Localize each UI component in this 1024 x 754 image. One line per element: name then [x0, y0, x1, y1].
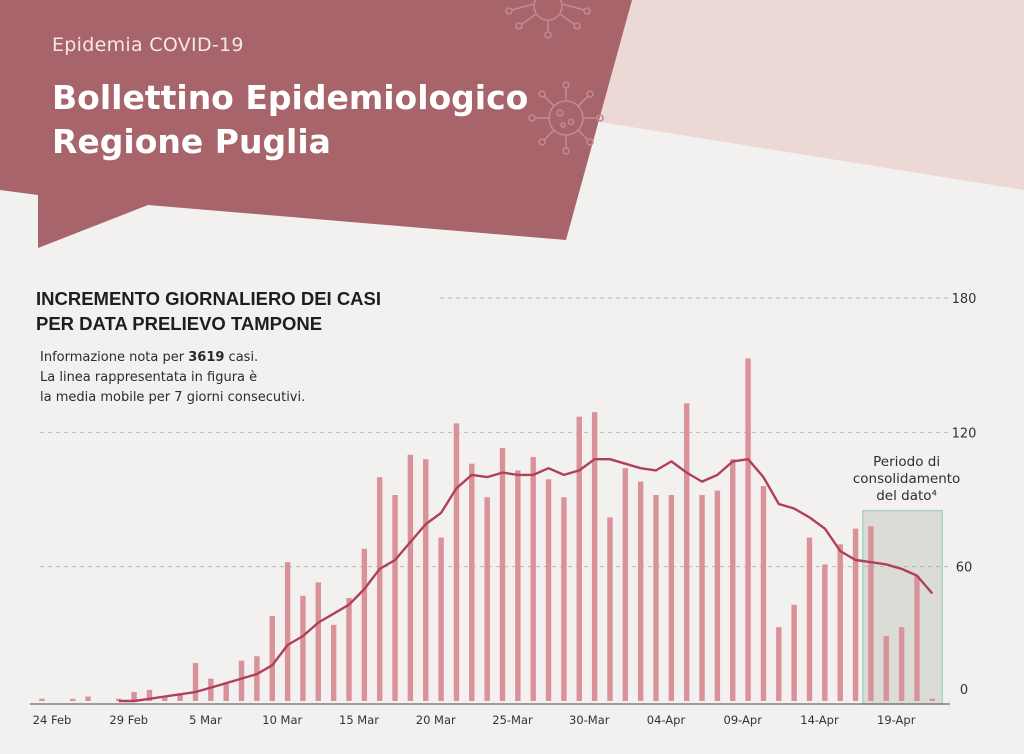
- x-tick-label: 25-Mar: [492, 713, 533, 727]
- bar: [822, 564, 828, 701]
- bar: [868, 526, 874, 701]
- bar: [453, 423, 460, 701]
- x-tick-label: 15 Mar: [339, 713, 379, 727]
- bar: [146, 689, 153, 701]
- note-suffix: casi.: [224, 350, 259, 365]
- bar: [898, 627, 905, 701]
- bar: [637, 481, 644, 701]
- y-tick-label: 60: [956, 561, 973, 576]
- page-title: Bollettino Epidemiologico Regione Puglia: [52, 76, 572, 164]
- bar: [223, 683, 229, 701]
- bar: [423, 459, 429, 701]
- bar: [438, 537, 444, 701]
- bar: [760, 486, 767, 701]
- bar: [730, 459, 736, 701]
- bar: [407, 454, 414, 701]
- bar: [745, 358, 751, 701]
- chart-note-line3: la media mobile per 7 giorni consecutivi…: [40, 390, 306, 405]
- virus-icon-2: [528, 81, 604, 155]
- bar: [852, 528, 859, 701]
- x-tick-label: 19-Apr: [877, 713, 916, 727]
- bar: [883, 636, 889, 701]
- chart-note: Informazione nota per 3619 casi. La line…: [40, 348, 340, 408]
- page-title-line2: Regione Puglia: [52, 122, 331, 161]
- bar: [208, 678, 214, 701]
- bar: [284, 562, 291, 701]
- bar: [192, 662, 199, 701]
- bar: [530, 456, 536, 701]
- note-count: 3619: [188, 350, 225, 365]
- chart-title-line1: INCREMENTO GIORNALIERO DEI CASI: [36, 288, 382, 309]
- x-tick-label: 10 Mar: [262, 713, 302, 727]
- x-tick-label: 29 Feb: [109, 713, 148, 727]
- bar: [39, 698, 45, 701]
- consolidation-label: Periodo di: [873, 454, 940, 470]
- x-tick-label: 09-Apr: [724, 713, 763, 727]
- x-tick-label: 04-Apr: [647, 713, 686, 727]
- bar: [484, 497, 490, 701]
- bar: [131, 692, 137, 701]
- bar: [85, 696, 91, 701]
- banner-light-shape: [560, 0, 1024, 190]
- y-tick-label: 120: [952, 426, 977, 441]
- bar: [914, 575, 920, 701]
- bar: [499, 448, 506, 701]
- bar: [177, 694, 183, 701]
- bar: [607, 517, 613, 701]
- bar: [699, 495, 705, 701]
- bar: [791, 604, 797, 701]
- x-tick-label: 5 Mar: [189, 713, 222, 727]
- chart-title-line2: PER DATA PRELIEVO TAMPONE: [36, 313, 323, 334]
- bar: [377, 477, 383, 701]
- bar: [653, 495, 659, 701]
- bar: [238, 660, 245, 701]
- x-tick-label: 20 Mar: [416, 713, 456, 727]
- x-tick-label: 14-Apr: [800, 713, 839, 727]
- chart-note-line1: Informazione nota per 3619 casi.: [40, 348, 340, 368]
- bar: [576, 416, 582, 701]
- bar: [346, 598, 352, 701]
- chart-title: INCREMENTO GIORNALIERO DEI CASI PER DATA…: [36, 286, 416, 336]
- note-prefix: Informazione nota per: [40, 350, 189, 365]
- bar: [254, 656, 260, 701]
- bar: [591, 412, 598, 701]
- bar: [515, 470, 521, 701]
- bar: [361, 548, 368, 701]
- x-tick-label: 30-Mar: [569, 713, 610, 727]
- bar: [837, 544, 843, 701]
- bar: [714, 490, 721, 701]
- bar: [776, 627, 782, 701]
- bar: [300, 595, 306, 701]
- x-tick-label: 24 Feb: [33, 713, 72, 727]
- bar: [929, 698, 935, 701]
- virus-icon: [505, 0, 591, 39]
- bar: [330, 624, 337, 701]
- y-tick-label: 0: [960, 683, 968, 698]
- header-subtitle: Epidemia COVID-19: [52, 34, 244, 56]
- bar: [269, 615, 275, 701]
- bar: [684, 403, 690, 701]
- bar: [545, 479, 552, 701]
- chart-note-line2: La linea rappresentata in figura è: [40, 370, 258, 385]
- moving-average-line: [118, 458, 934, 703]
- bar: [392, 495, 398, 701]
- bar: [116, 698, 122, 701]
- bar: [162, 696, 168, 701]
- bar: [622, 468, 628, 701]
- bar: [315, 582, 321, 701]
- bar: [806, 537, 813, 701]
- bar: [70, 698, 76, 701]
- page-title-line1: Bollettino Epidemiologico: [52, 78, 529, 117]
- y-tick-label: 180: [952, 292, 977, 307]
- consolidation-label: consolidamento: [853, 471, 960, 487]
- banner-shape: [0, 0, 632, 248]
- bar: [469, 463, 475, 701]
- consolidation-label: del dato⁴: [876, 488, 937, 504]
- bar: [668, 495, 675, 701]
- bar: [561, 497, 567, 701]
